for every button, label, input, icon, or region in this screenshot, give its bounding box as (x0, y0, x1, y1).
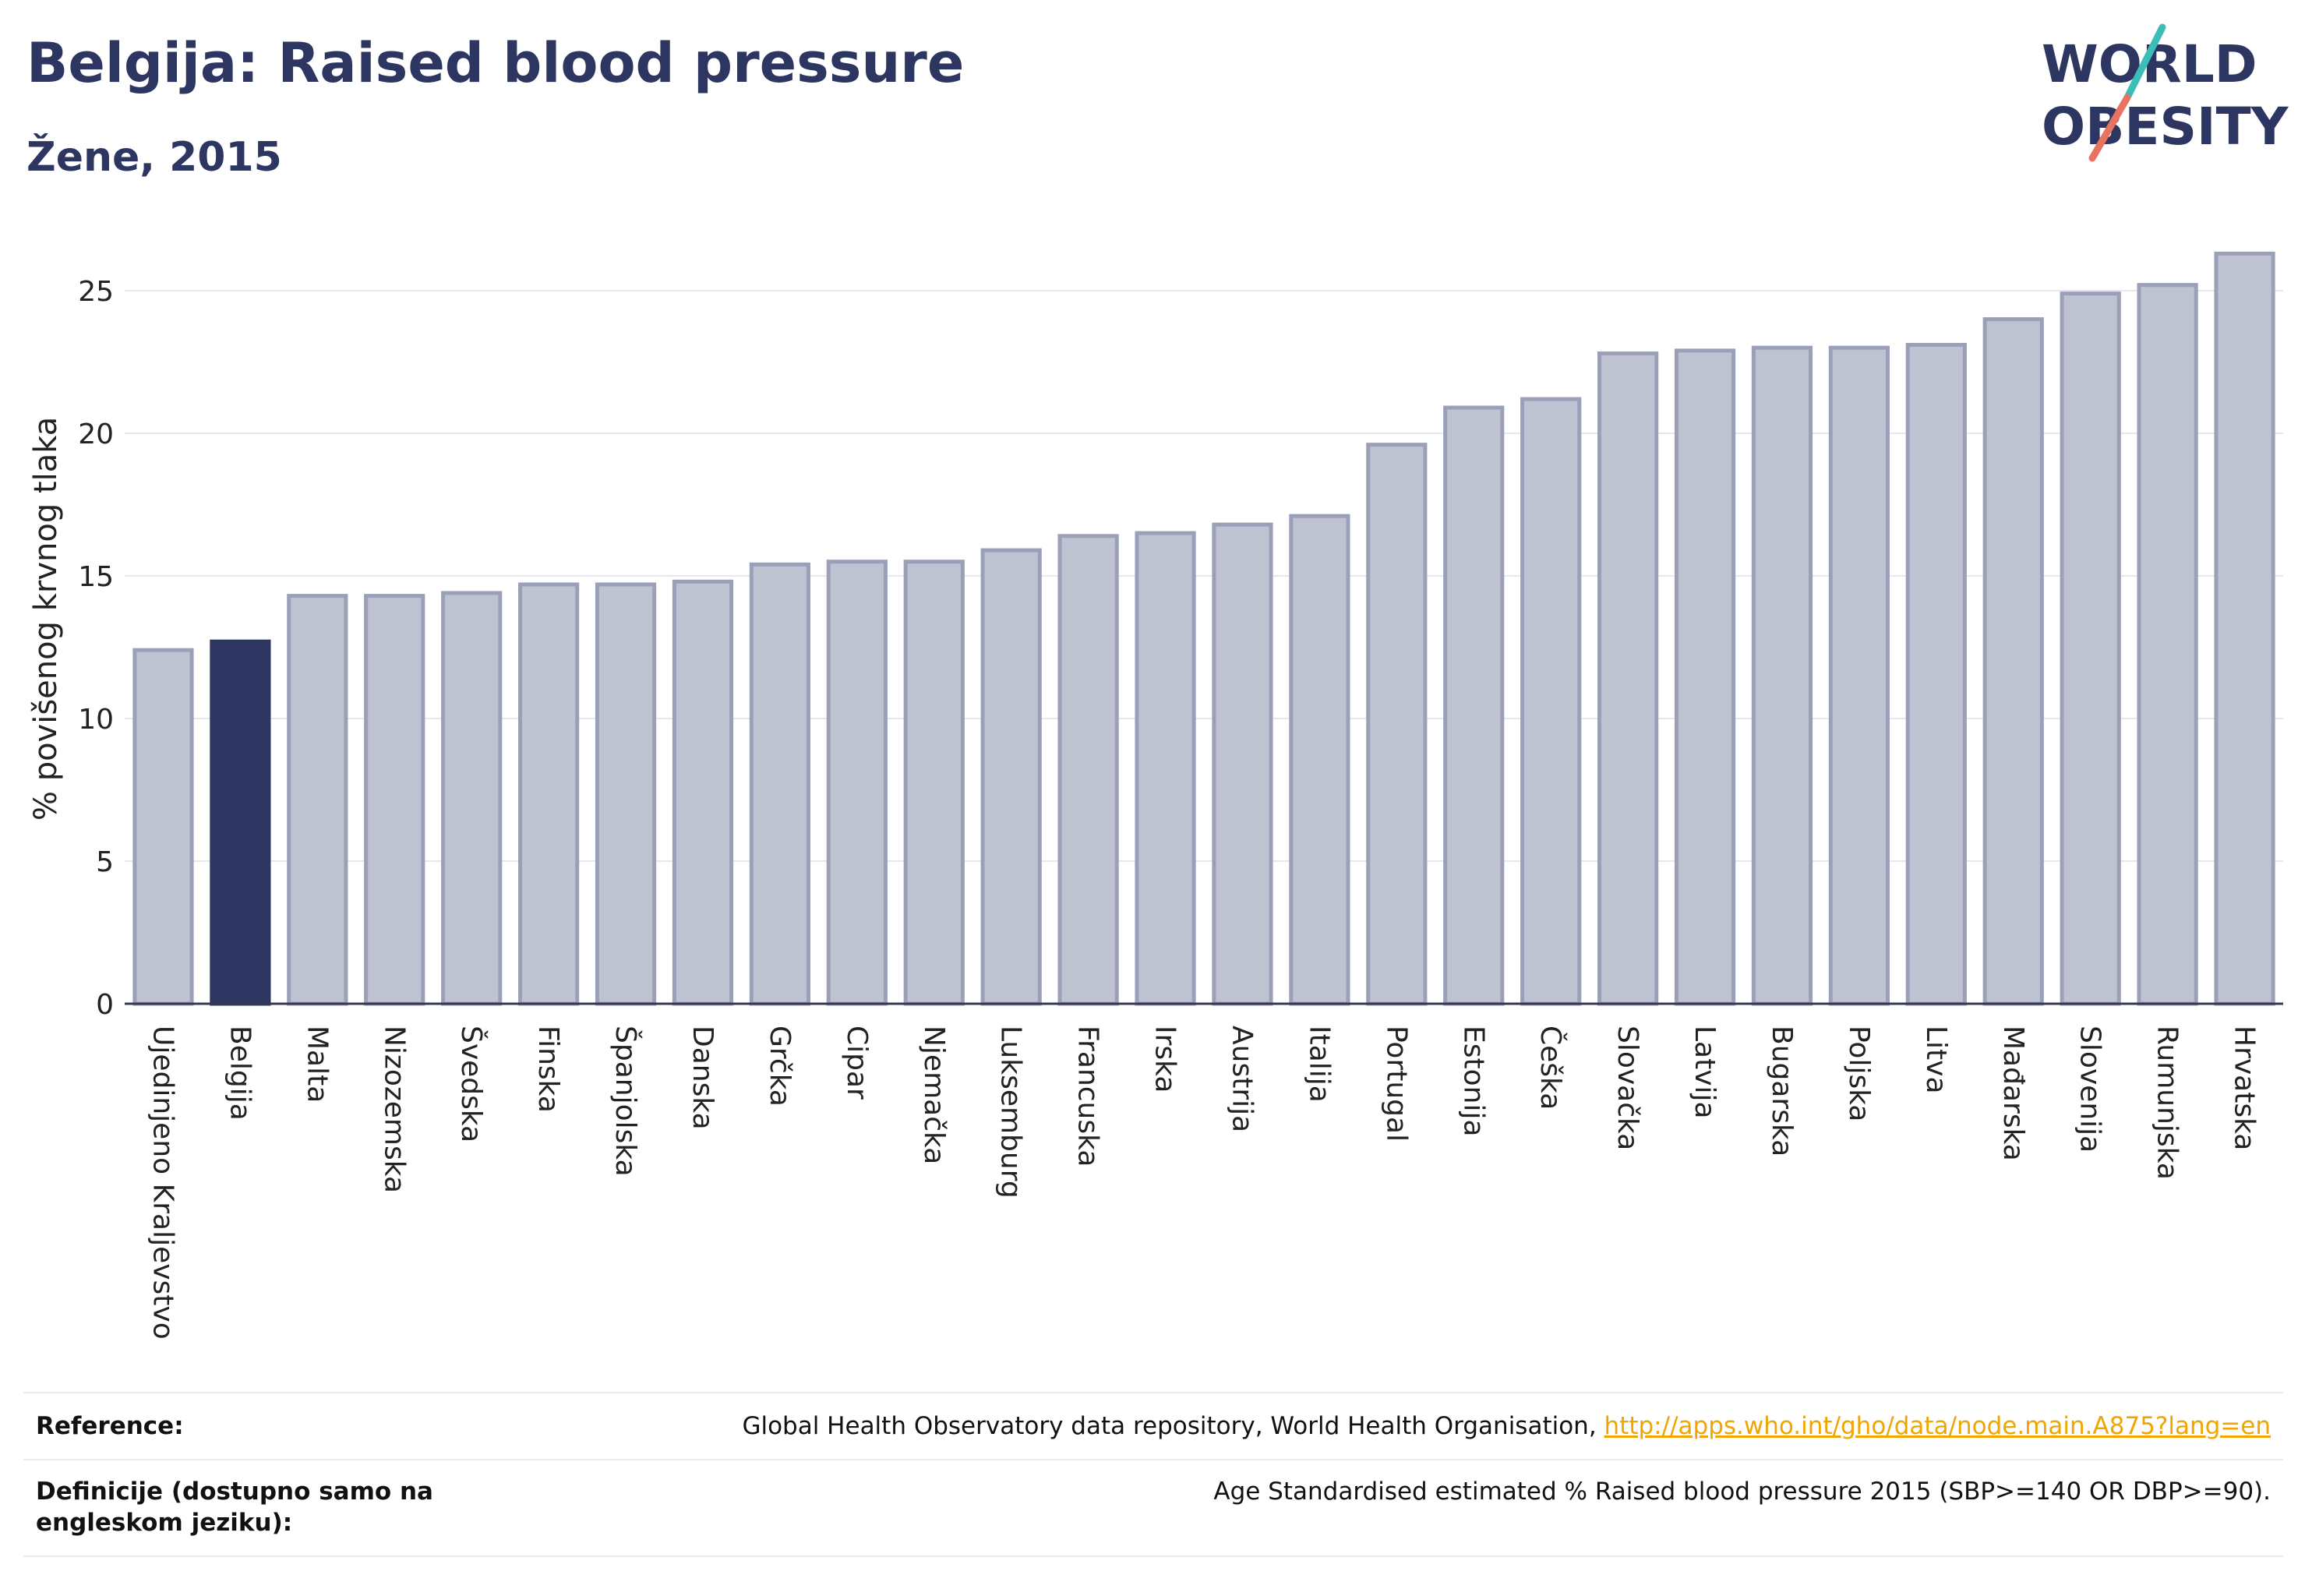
bar-25[interactable] (2060, 291, 2121, 1006)
x-tick-label: Finska (532, 1026, 564, 1113)
x-tick-label: Malta (301, 1026, 333, 1103)
bar-18[interactable] (1520, 397, 1582, 1006)
bar-4[interactable] (441, 591, 503, 1006)
chart-subtitle: Žene, 2015 (26, 134, 282, 181)
bar-23[interactable] (1905, 343, 1967, 1006)
world-obesity-logo: WORLD OBESITY (2042, 23, 2289, 162)
x-tick-label: Latvija (1689, 1026, 1721, 1119)
bar-14[interactable] (1212, 522, 1273, 1006)
chart-title: Belgija: Raised blood pressure (26, 31, 965, 95)
reference-label: Reference: (36, 1412, 184, 1440)
footer-table: Reference: Global Health Observatory dat… (23, 1392, 2283, 1557)
bar-5[interactable] (518, 582, 580, 1006)
bar-1[interactable] (210, 639, 271, 1006)
bar-20[interactable] (1674, 348, 1736, 1006)
x-tick-label: Hrvatska (2229, 1026, 2261, 1150)
x-tick-label: Austrija (1226, 1026, 1258, 1132)
x-tick-label: Češka (1534, 1026, 1567, 1110)
x-tick-label: Poljska (1843, 1026, 1875, 1122)
definition-text: Age Standardised estimated % Raised bloo… (1213, 1478, 2271, 1506)
x-tick-label: Nizozemska (378, 1026, 410, 1193)
bar-9[interactable] (826, 560, 888, 1006)
bar-16[interactable] (1366, 443, 1428, 1006)
y-axis-label: % povišenog krvnog tlaka (28, 417, 64, 821)
x-tick-label: Belgija (224, 1026, 256, 1121)
x-tick-label: Litva (1920, 1026, 1952, 1094)
y-tick-label: 10 (78, 704, 114, 736)
x-tick-label: Portugal (1380, 1026, 1412, 1142)
x-tick-label: Estonija (1457, 1026, 1489, 1137)
y-axis-ticks: 0 5 10 15 20 25 (78, 276, 114, 1021)
bar-19[interactable] (1597, 351, 1659, 1006)
bar-21[interactable] (1751, 345, 1813, 1006)
y-tick-label: 15 (78, 561, 114, 593)
reference-source: Global Health Observatory data repositor… (742, 1412, 1604, 1440)
bar-3[interactable] (364, 594, 425, 1006)
logo-slash-top (2123, 23, 2166, 101)
bar-6[interactable] (595, 582, 657, 1006)
x-tick-label: Italija (1303, 1026, 1335, 1103)
bars (132, 251, 2275, 1006)
reference-text: Global Health Observatory data repositor… (742, 1411, 2271, 1442)
bar-2[interactable] (287, 594, 348, 1006)
x-tick-label: Slovačka (1611, 1026, 1643, 1150)
x-tick-label: Španjolska (609, 1026, 642, 1177)
reference-link[interactable]: http://apps.who.int/gho/data/node.main.A… (1604, 1412, 2271, 1440)
bar-17[interactable] (1443, 405, 1505, 1006)
x-tick-label: Irska (1149, 1026, 1181, 1093)
x-tick-label: Danska (687, 1026, 718, 1130)
bar-0[interactable] (132, 648, 194, 1006)
x-tick-label: Francuska (1072, 1026, 1104, 1167)
logo-slash-bottom (2088, 94, 2131, 162)
x-tick-label: Cipar (841, 1026, 873, 1100)
bar-chart: 0 5 10 15 20 25 Ujedinjeno Kraljevstvo Belgija… (28, 251, 2283, 1340)
definition-row: Definicije (dostupno samo na engleskom j… (23, 1459, 2283, 1557)
bar-26[interactable] (2137, 283, 2198, 1006)
y-tick-label: 5 (96, 846, 114, 878)
bar-27[interactable] (2214, 251, 2275, 1006)
bar-10[interactable] (903, 560, 965, 1006)
y-tick-label: 0 (96, 989, 114, 1021)
x-tick-label: Slovenija (2074, 1026, 2106, 1153)
x-tick-label: Rumunjska (2151, 1026, 2183, 1180)
bar-15[interactable] (1289, 514, 1350, 1006)
bar-22[interactable] (1828, 345, 1890, 1006)
x-tick-label: Luksemburg (995, 1026, 1027, 1199)
bar-7[interactable] (672, 579, 734, 1006)
x-tick-label: Ujedinjeno Kraljevstvo (146, 1026, 178, 1340)
logo-word-world: WORLD (2042, 34, 2257, 94)
x-tick-label: Grčka (764, 1026, 796, 1107)
definition-label: Definicije (dostupno samo na engleskom j… (36, 1478, 433, 1537)
x-tick-label: Bugarska (1766, 1026, 1798, 1156)
bar-11[interactable] (980, 548, 1042, 1006)
bar-13[interactable] (1135, 531, 1196, 1006)
y-tick-label: 20 (78, 418, 114, 450)
x-tick-label: Njemačka (918, 1026, 950, 1164)
reference-row: Reference: Global Health Observatory dat… (23, 1392, 2283, 1459)
x-axis-ticks: Ujedinjeno Kraljevstvo Belgija Malta Nizoze… (146, 1026, 2260, 1340)
y-tick-label: 25 (78, 276, 114, 308)
bar-12[interactable] (1057, 534, 1119, 1006)
x-tick-label: Švedska (455, 1026, 488, 1142)
bar-24[interactable] (1982, 317, 2044, 1006)
bar-8[interactable] (749, 562, 810, 1006)
x-tick-label: Mađarska (1997, 1026, 2029, 1161)
logo-word-obesity: OBESITY (2042, 97, 2289, 157)
